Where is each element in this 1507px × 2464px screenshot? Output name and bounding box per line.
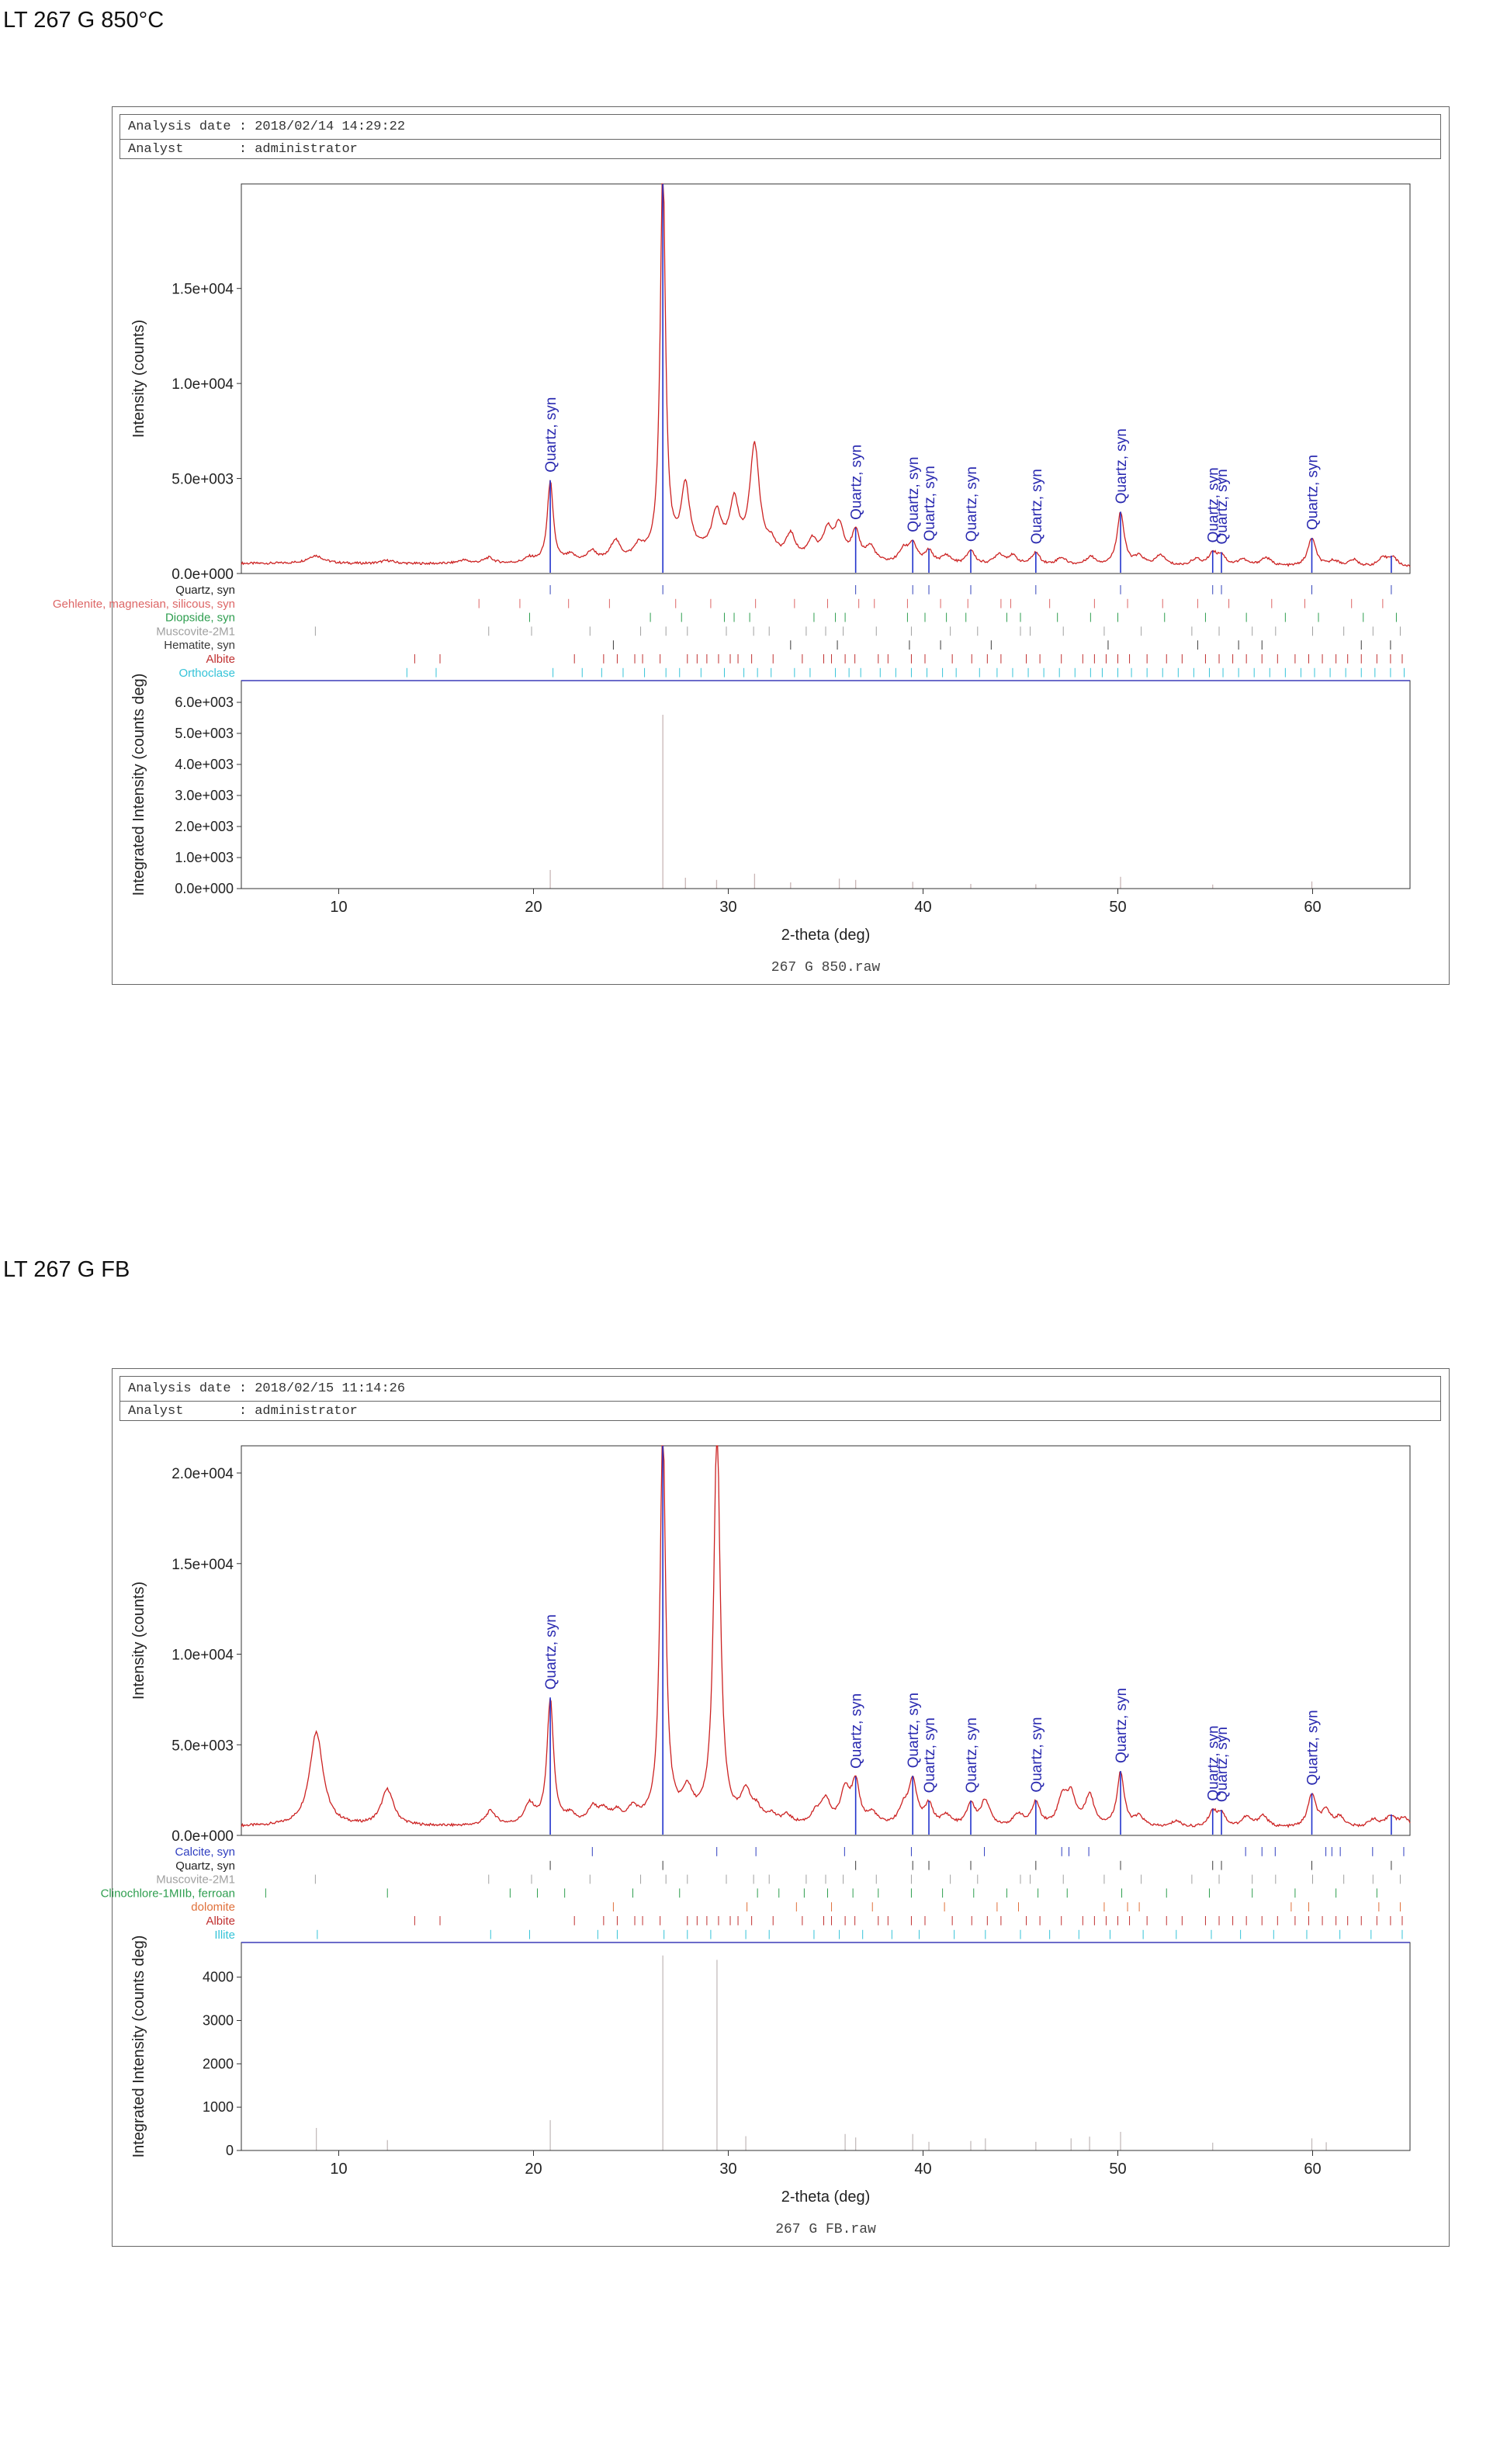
peak-label: Quartz, syn: [543, 1614, 559, 1689]
phase-name: Diopside, syn: [165, 612, 235, 625]
y-tick-label: 5.0e+003: [171, 472, 234, 488]
peak-label: Quartz, syn: [1029, 469, 1045, 544]
sub-y-tick-label: 5.0e+003: [175, 726, 234, 741]
y-tick-label: 1.5e+004: [171, 1557, 234, 1573]
phase-name: Illite: [214, 1929, 235, 1942]
analysis-info-box: Analysis date : 2018/02/15 11:14:26 Anal…: [120, 1376, 1441, 1421]
peak-label: Quartz, syn: [1114, 428, 1130, 504]
x-tick-label: 20: [525, 899, 542, 916]
phase-name: Quartz, syn: [175, 584, 235, 597]
analysis-date-row: Analysis date : 2018/02/14 14:29:22: [120, 114, 1441, 140]
peak-label: Quartz, syn: [1214, 469, 1231, 544]
sample-title-fb: LT 267 G FB: [3, 1257, 130, 1282]
sub-y-axis-title: Integrated Intensity (counts deg): [130, 1936, 147, 2158]
phase-name: Muscovite-2M1: [156, 625, 235, 638]
sub-y-tick-label: 2000: [203, 2056, 234, 2071]
peak-label: Quartz, syn: [849, 1693, 865, 1769]
analyst-row: Analyst : administrator: [120, 1401, 1441, 1421]
analysis-info-box: Analysis date : 2018/02/14 14:29:22 Anal…: [120, 114, 1441, 159]
peak-label: Quartz, syn: [906, 1693, 922, 1768]
peak-label: Quartz, syn: [906, 457, 922, 532]
source-filename-850c: 267 G 850.raw: [771, 960, 881, 976]
sub-plot-frame: [241, 680, 1411, 889]
sample-title-850c: LT 267 G 850°C: [3, 8, 165, 33]
y-tick-label: 0.0e+000: [171, 567, 234, 583]
peak-label: Quartz, syn: [1304, 1710, 1321, 1785]
main-plot-frame: [241, 183, 1411, 574]
x-tick-label: 60: [1304, 2161, 1321, 2178]
x-tick-label: 10: [330, 899, 347, 916]
phase-name: Calcite, syn: [175, 1845, 235, 1859]
peak-label: Quartz, syn: [1029, 1717, 1045, 1793]
y-tick-label: 0.0e+000: [171, 1828, 234, 1845]
sub-y-tick-label: 1.0e+003: [175, 850, 234, 865]
x-tick-label: 40: [914, 899, 931, 916]
y-axis-title: Intensity (counts): [130, 1582, 147, 1700]
peak-label: Quartz, syn: [1214, 1727, 1231, 1802]
peak-label: Quartz, syn: [964, 466, 980, 542]
analysis-date-text: Analysis date : 2018/02/14 14:29:22: [128, 120, 406, 134]
y-tick-label: 1.0e+004: [171, 376, 234, 393]
y-axis-title: Intensity (counts): [130, 320, 147, 438]
analyst-text: Analyst : administrator: [128, 141, 358, 157]
xrd-diffractogram-850c: 0.0e+000 5.0e+003 1.0e+004 1.5e+004 Intensit…: [53, 183, 1411, 944]
x-tick-label: 20: [525, 2161, 542, 2178]
diffraction-trace: [241, 1445, 1411, 1828]
sub-y-tick-label: 3000: [203, 2013, 234, 2029]
analyst-row: Analyst : administrator: [120, 139, 1441, 159]
x-tick-label: 30: [719, 2161, 736, 2178]
peak-label: Quartz, syn: [543, 397, 559, 473]
sub-y-tick-label: 1000: [203, 2099, 234, 2115]
peak-label: Quartz, syn: [1114, 1688, 1130, 1763]
analyst-text: Analyst : administrator: [128, 1403, 358, 1419]
sub-y-tick-label: 6.0e+003: [175, 695, 234, 710]
report-panel-fb: Analysis date : 2018/02/15 11:14:26 Anal…: [112, 1368, 1450, 2247]
peak-label: Quartz, syn: [1304, 455, 1321, 530]
main-plot-frame: [241, 1445, 1411, 1836]
x-tick-label: 50: [1109, 2161, 1126, 2178]
sub-y-tick-label: 3.0e+003: [175, 788, 234, 803]
phase-name: Muscovite-2M1: [156, 1873, 235, 1887]
peak-label: Quartz, syn: [1206, 467, 1222, 542]
sub-y-tick-label: 4.0e+003: [175, 757, 234, 772]
report-panel-850c: Analysis date : 2018/02/14 14:29:22 Anal…: [112, 106, 1450, 985]
peak-label: Quartz, syn: [849, 445, 865, 520]
phase-name: Albite: [206, 1915, 235, 1928]
peak-label: Quartz, syn: [964, 1717, 980, 1793]
x-tick-label: 50: [1109, 899, 1126, 916]
source-filename-fb: 267 G FB.raw: [775, 2222, 876, 2237]
x-axis-title: 2-theta (deg): [781, 2188, 871, 2206]
sub-y-axis-title: Integrated Intensity (counts deg): [130, 674, 147, 896]
phase-name: dolomite: [191, 1901, 235, 1914]
phase-name: Orthoclase: [178, 667, 235, 680]
x-tick-label: 10: [330, 2161, 347, 2178]
sub-y-tick-label: 0.0e+000: [175, 881, 234, 896]
x-tick-label: 40: [914, 2161, 931, 2178]
sub-y-tick-label: 2.0e+003: [175, 819, 234, 834]
peak-label: Quartz, syn: [922, 1717, 938, 1793]
phase-name: Quartz, syn: [175, 1859, 235, 1873]
x-axis-title: 2-theta (deg): [781, 927, 871, 944]
peak-label: Quartz, syn: [1206, 1725, 1222, 1800]
sub-y-tick-label: 4000: [203, 1970, 234, 1985]
phase-name: Albite: [206, 653, 235, 666]
phase-name: Hematite, syn: [164, 639, 235, 652]
x-tick-label: 60: [1304, 899, 1321, 916]
analysis-date-text: Analysis date : 2018/02/15 11:14:26: [128, 1381, 406, 1396]
phase-name: Gehlenite, magnesian, silicous, syn: [53, 598, 235, 611]
y-tick-label: 5.0e+003: [171, 1738, 234, 1754]
peak-label: Quartz, syn: [922, 466, 938, 541]
y-tick-label: 1.5e+004: [171, 282, 234, 298]
sub-plot-frame: [241, 1942, 1411, 2151]
y-tick-label: 1.0e+004: [171, 1648, 234, 1664]
xrd-diffractogram-fb: 0.0e+000 5.0e+003 1.0e+004 1.5e+004 2.0e+004…: [101, 1445, 1411, 2206]
analysis-date-row: Analysis date : 2018/02/15 11:14:26: [120, 1376, 1441, 1402]
diffraction-trace: [241, 183, 1411, 567]
sub-y-tick-label: 0: [226, 2143, 234, 2158]
phase-name: Clinochlore-1MIIb, ferroan: [101, 1887, 235, 1900]
y-tick-label: 2.0e+004: [171, 1466, 234, 1482]
x-tick-label: 30: [719, 899, 736, 916]
